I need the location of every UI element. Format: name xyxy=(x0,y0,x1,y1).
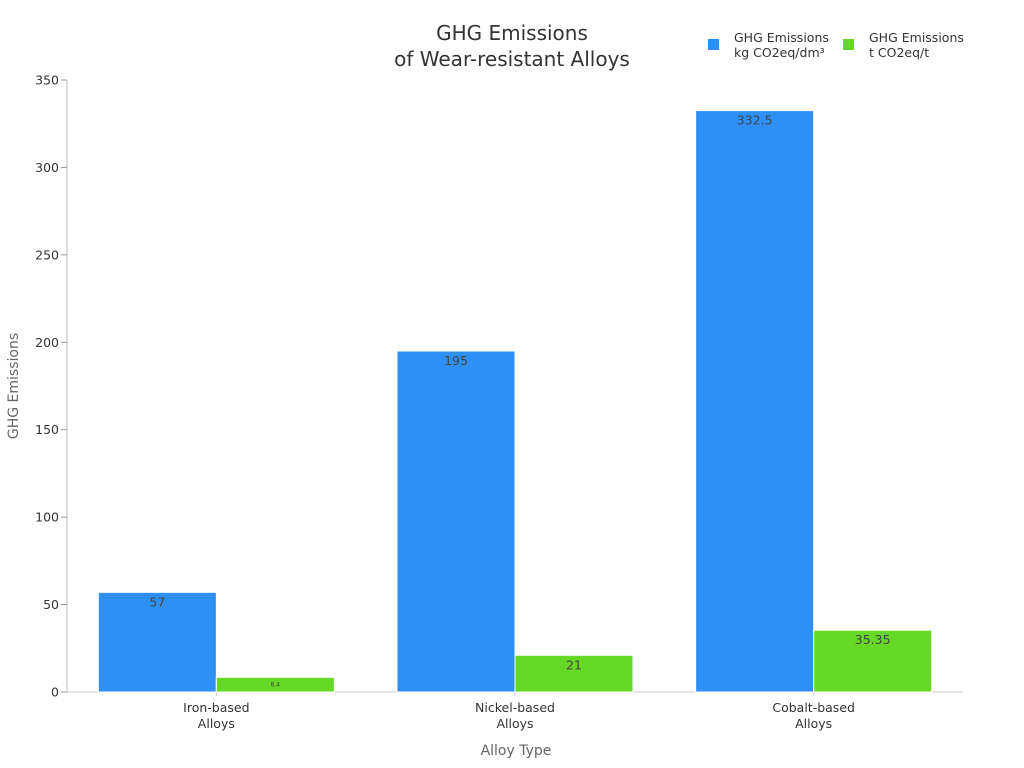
y-tick-label: 350 xyxy=(35,73,59,88)
legend-label: kg CO2eq/dm³ xyxy=(734,45,825,60)
bar xyxy=(813,629,933,693)
legend-label: GHG Emissions xyxy=(869,30,964,45)
y-tick-label: 0 xyxy=(51,685,59,700)
y-tick-label: 300 xyxy=(35,160,59,175)
bar xyxy=(514,654,634,693)
x-tick-label: Alloys xyxy=(496,716,533,731)
y-tick-label: 250 xyxy=(35,247,59,262)
bar-value-label: 57 xyxy=(149,594,165,609)
y-axis-title: GHG Emissions xyxy=(6,333,22,439)
legend-swatch xyxy=(708,39,719,50)
bar-value-label: 35.35 xyxy=(855,632,891,647)
bar-value-label: 332.5 xyxy=(737,113,773,128)
bar-value-label: 21 xyxy=(566,657,582,672)
y-tick-label: 100 xyxy=(35,510,59,525)
chart-title-line: GHG Emissions xyxy=(436,21,588,45)
x-axis-title: Alloy Type xyxy=(481,743,552,759)
y-tick-label: 50 xyxy=(43,597,59,612)
bar xyxy=(695,110,815,693)
bar xyxy=(215,676,335,693)
y-tick-label: 150 xyxy=(35,422,59,437)
x-tick-label: Alloys xyxy=(795,716,832,731)
bar xyxy=(396,350,516,693)
bar-value-label: 195 xyxy=(444,353,468,368)
bar-value-label: 8.4 xyxy=(271,681,281,688)
y-tick-label: 200 xyxy=(35,335,59,350)
x-tick-label: Nickel-based xyxy=(475,700,555,715)
x-tick-label: Cobalt-based xyxy=(772,700,855,715)
legend-swatch xyxy=(843,39,854,50)
x-tick-label: Iron-based xyxy=(183,700,249,715)
bar xyxy=(97,591,217,693)
x-tick-label: Alloys xyxy=(198,716,235,731)
legend-label: t CO2eq/t xyxy=(869,45,929,60)
legend-label: GHG Emissions xyxy=(734,30,829,45)
chart-title-line: of Wear-resistant Alloys xyxy=(394,47,630,71)
